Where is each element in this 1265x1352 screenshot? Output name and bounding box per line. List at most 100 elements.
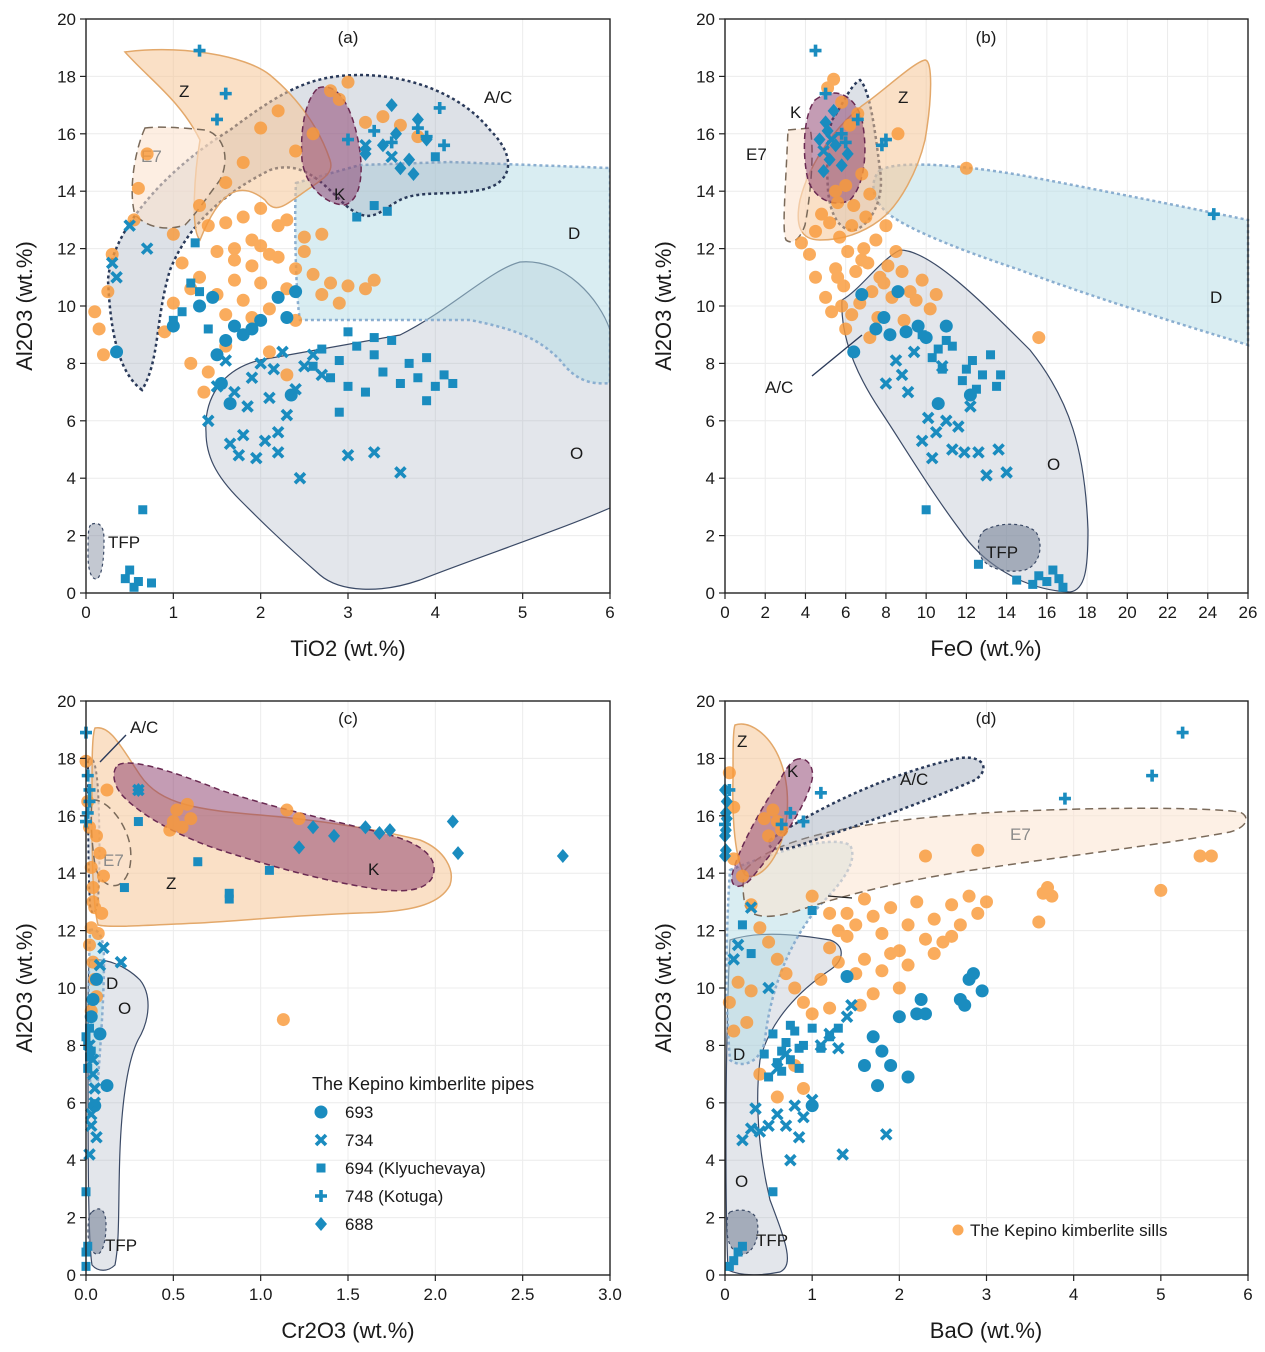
sill-point <box>170 803 184 817</box>
pipe-point-square <box>777 1066 787 1076</box>
x-tick-label: 2 <box>760 603 769 622</box>
sill-point <box>289 262 303 276</box>
pipe-point-x <box>797 1110 810 1124</box>
y-tick-label: 16 <box>696 807 715 826</box>
pipe-point-circle <box>254 313 268 327</box>
pipe-point-x <box>394 466 407 479</box>
pipe-point-square <box>439 370 449 380</box>
y-tick-label: 4 <box>706 469 715 488</box>
pipe-point-square <box>1054 574 1064 584</box>
pipe-point-diamond <box>390 126 403 141</box>
sill-point <box>96 348 110 362</box>
pipe-point-x <box>114 955 128 969</box>
legend-marker-x <box>314 1133 328 1147</box>
sill-point <box>140 147 154 161</box>
y-tick-label: 8 <box>67 1036 76 1055</box>
sill-point <box>254 121 268 135</box>
sill-point <box>845 219 859 233</box>
pipe-point-x <box>93 958 107 972</box>
pipe-point-diamond <box>821 123 834 138</box>
pipe-point-square <box>360 387 370 397</box>
y-tick-label: 18 <box>57 749 76 768</box>
pipe-point-circle <box>918 1007 932 1021</box>
pipe-point-plus <box>851 113 864 126</box>
sill-point <box>731 975 745 989</box>
pipe-point-circle <box>966 967 980 981</box>
sill-point <box>843 118 857 132</box>
pipe-point-diamond <box>307 820 320 835</box>
x-tick-label: 3 <box>343 603 352 622</box>
sill-point <box>271 104 285 118</box>
panel-d: Z K A/C E7 D O TFP 0 1 2 3 4 5 602468101214161… <box>651 692 1253 1343</box>
pipe-point-x <box>385 150 398 164</box>
sill-point <box>740 1015 754 1029</box>
sill-point <box>766 803 780 817</box>
pipe-point-diamond <box>720 794 733 809</box>
x-tick-label: 12 <box>957 603 976 622</box>
pipe-point-diamond <box>823 152 836 167</box>
panel-b-region-labels: K Z E7 D A/C O TFP <box>746 88 1222 562</box>
x-tick-label: 0 <box>720 1285 729 1304</box>
x-tick-label: 0 <box>81 603 90 622</box>
panel-d-xlabel: BaO (wt.%) <box>930 1318 1042 1343</box>
sill-point <box>358 282 372 296</box>
pipe-point-circle <box>899 325 913 339</box>
sill-point <box>324 84 338 98</box>
panel-a-points <box>88 44 458 592</box>
pipe-point-square <box>224 888 234 898</box>
pipe-point-x <box>90 1130 103 1144</box>
pipe-point-diamond <box>813 132 826 147</box>
legend-label-748: 748 (Kotuga) <box>345 1187 443 1206</box>
pipe-point-plus <box>809 44 822 57</box>
sill-point <box>201 365 215 379</box>
pipe-point-x <box>879 377 893 390</box>
pipe-point-square <box>1048 565 1058 575</box>
pipe-point-circle <box>840 970 854 984</box>
pipe-point-x <box>315 368 329 382</box>
sill-point <box>901 918 915 932</box>
pipe-point-x <box>832 1041 845 1055</box>
pipe-point-x <box>267 362 281 376</box>
region-label-k: K <box>334 185 346 204</box>
pipe-point-square <box>133 817 143 827</box>
y-tick-label: 6 <box>67 412 76 431</box>
region-d <box>872 163 1250 347</box>
x-tick-label: 0.5 <box>162 1285 186 1304</box>
x-tick-label: 14 <box>997 603 1016 622</box>
pipe-point-x <box>293 471 307 485</box>
panel-c-letter: (c) <box>338 709 358 728</box>
sill-point <box>82 938 96 952</box>
pipe-point-x <box>792 1130 806 1144</box>
x-tick-label: 4 <box>1069 1285 1078 1304</box>
x-tick-label: 0 <box>720 603 729 622</box>
sill-point <box>833 230 847 244</box>
pipe-point-diamond <box>385 98 398 113</box>
y-tick-label: 8 <box>706 1036 715 1055</box>
pipe-point-square <box>833 1023 843 1033</box>
pipe-point-circle <box>901 1070 915 1084</box>
legend-title: The Kepino kimberlite pipes <box>312 1074 534 1094</box>
panel-d-letter: (d) <box>976 709 997 728</box>
y-tick-label: 2 <box>67 527 76 546</box>
y-tick-label: 20 <box>696 692 715 711</box>
pipe-point-circle <box>857 1058 871 1072</box>
pipe-point-x <box>779 1119 793 1133</box>
series-694-klyuchevaya- <box>724 906 843 1271</box>
sill-point <box>1193 849 1207 863</box>
y-tick-label: 6 <box>706 412 715 431</box>
pipe-point-x <box>232 448 246 462</box>
pipe-point-x <box>201 414 215 428</box>
sill-point <box>849 918 863 932</box>
panel-c-region-labels: A/C E7 Z K D O TFP <box>103 718 380 1255</box>
sill-point <box>762 935 776 949</box>
sill-point <box>92 322 106 336</box>
panel-b: K Z E7 D A/C O TFP 0 2 4 6 8 10 12 14 16 18 20 22 24… <box>651 10 1257 661</box>
sill-point <box>184 356 198 370</box>
pipe-point-x <box>907 345 921 359</box>
pipe-point-x <box>915 434 929 448</box>
legend: The Kepino kimberlite pipes 693 734 694 … <box>312 1074 534 1234</box>
pipe-point-square <box>326 373 336 383</box>
pipe-point-x <box>727 953 740 966</box>
pipe-point-x <box>276 345 289 359</box>
